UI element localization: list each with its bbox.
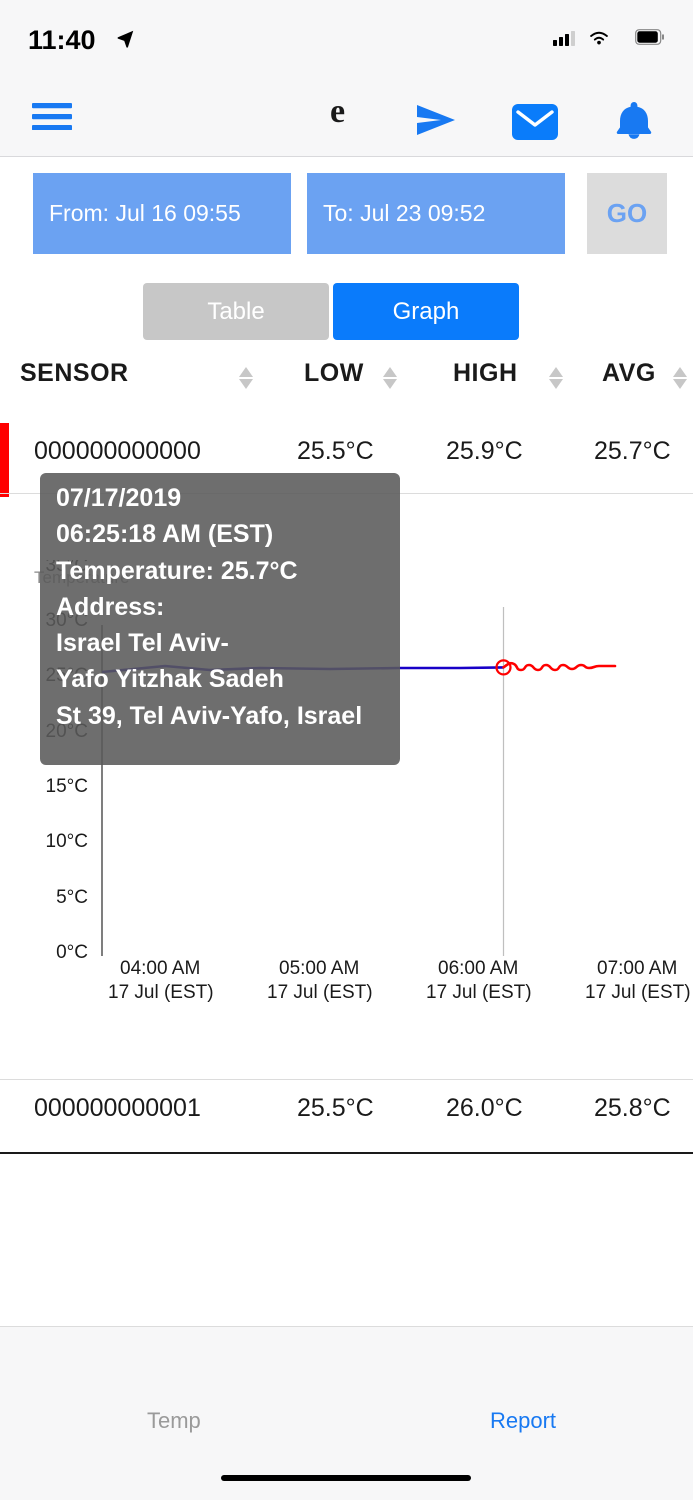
svg-text:05:00 AM: 05:00 AM [279,958,359,979]
svg-text:15°C: 15°C [46,776,88,797]
svg-text:17 Jul (EST): 17 Jul (EST) [267,982,373,1003]
svg-text:10°C: 10°C [46,831,88,852]
svg-text:5°C: 5°C [56,887,88,908]
svg-text:17 Jul (EST): 17 Jul (EST) [585,982,691,1003]
svg-text:04:00 AM: 04:00 AM [120,958,200,979]
svg-text:17 Jul (EST): 17 Jul (EST) [108,982,214,1003]
svg-text:0°C: 0°C [56,942,88,963]
svg-text:06:00 AM: 06:00 AM [438,958,518,979]
svg-text:07:00 AM: 07:00 AM [597,958,677,979]
svg-text:17 Jul (EST): 17 Jul (EST) [426,982,532,1003]
